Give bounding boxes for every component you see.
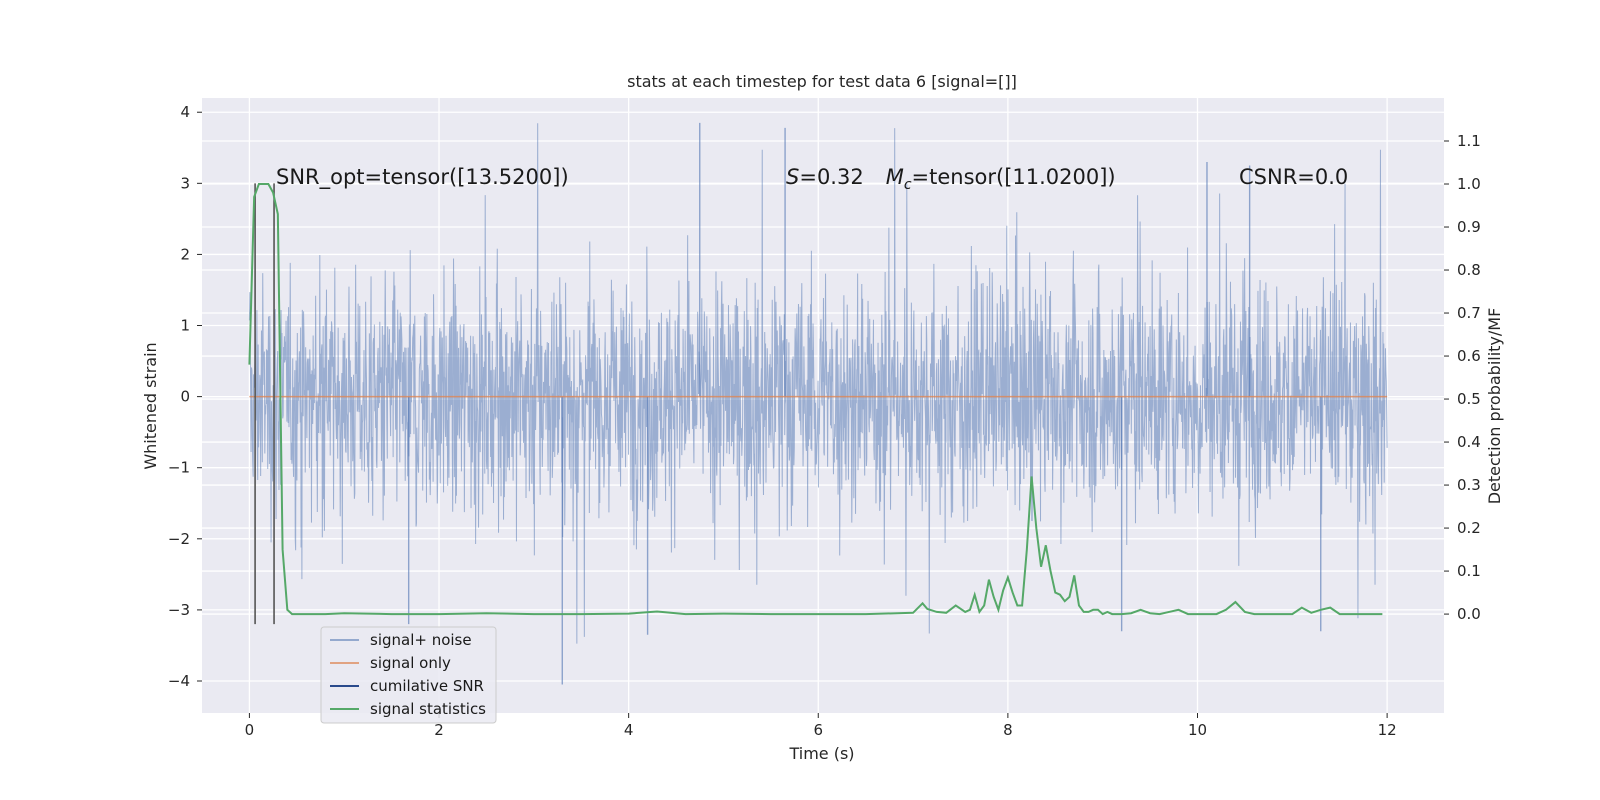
legend-label-cumulative-snr: cumilative SNR (370, 677, 484, 695)
y-tick-label: 0 (180, 388, 190, 406)
y-right-tick-label: 1.1 (1457, 132, 1481, 150)
y-right-tick-label: 0.1 (1457, 562, 1481, 580)
y-right-tick-label: 0.6 (1457, 347, 1481, 365)
y-right-axis-label: Detection probability/MF (1485, 308, 1504, 505)
mc-value: =tensor([11.0200]) (912, 165, 1116, 189)
series-signal-noise (248, 122, 1388, 685)
legend-box (320, 626, 497, 724)
x-tick-label: 2 (434, 721, 444, 739)
y-right-tick-label: 0.7 (1457, 304, 1481, 322)
x-tick-label: 6 (813, 721, 823, 739)
y-axis-label: Whitened strain (141, 342, 160, 469)
y-right-tick-label: 0.8 (1457, 261, 1481, 279)
legend-label-signal-only: signal only (370, 654, 451, 672)
y-right-tick-label: 1.0 (1457, 175, 1481, 193)
csnr-annotation: CSNR=0.0 (1239, 165, 1348, 189)
x-tick-label: 12 (1378, 721, 1397, 739)
vertical-markers (254, 183, 275, 625)
snr-opt-annotation: SNR_opt=tensor([13.5200]) (276, 165, 569, 190)
s-mc-annotation: S=0.32 Mc=tensor([11.0200]) (786, 165, 1116, 193)
y-right-tick-label: 0.4 (1457, 433, 1481, 451)
series-signal-statistics (248, 183, 1383, 616)
y-tick-label: 2 (180, 245, 190, 263)
y-tick-label: 4 (180, 103, 190, 121)
legend: signal+ noise signal only cumilative SNR… (320, 626, 497, 724)
signal-noise-line (248, 123, 1388, 644)
x-axis-label: Time (s) (788, 744, 854, 763)
y-tick-label: −2 (168, 530, 190, 548)
mc-symbol: M (886, 165, 904, 189)
s-value: =0.32 (799, 165, 863, 189)
chart-title: stats at each timestep for test data 6 [… (627, 72, 1017, 91)
y-right-tick-label: 0.9 (1457, 218, 1481, 236)
y-tick-label: −4 (168, 672, 190, 690)
legend-label-signal-statistics: signal statistics (370, 700, 486, 718)
y-tick-label: −3 (168, 601, 190, 619)
y-right-tick-label: 0.0 (1457, 605, 1481, 623)
y-right-tick-label: 0.2 (1457, 519, 1481, 537)
y-right-tick-label: 0.3 (1457, 476, 1481, 494)
signal-statistics-line (248, 183, 1383, 616)
y-tick-label: −1 (168, 459, 190, 477)
legend-label-signal-noise: signal+ noise (370, 631, 472, 649)
x-tick-label: 4 (624, 721, 634, 739)
x-tick-label: 8 (1003, 721, 1013, 739)
y-tick-label: 1 (180, 317, 190, 335)
x-tick-label: 0 (245, 721, 255, 739)
axis-ticks: 0 2 4 6 8 10 12−4−3−2−1012340.00.10.20.30.40.5… (168, 103, 1481, 739)
y-right-tick-label: 0.5 (1457, 390, 1481, 408)
mc-subscript: c (904, 177, 912, 193)
y-tick-label: 3 (180, 174, 190, 192)
x-tick-label: 10 (1188, 721, 1207, 739)
s-symbol: S (786, 165, 799, 189)
